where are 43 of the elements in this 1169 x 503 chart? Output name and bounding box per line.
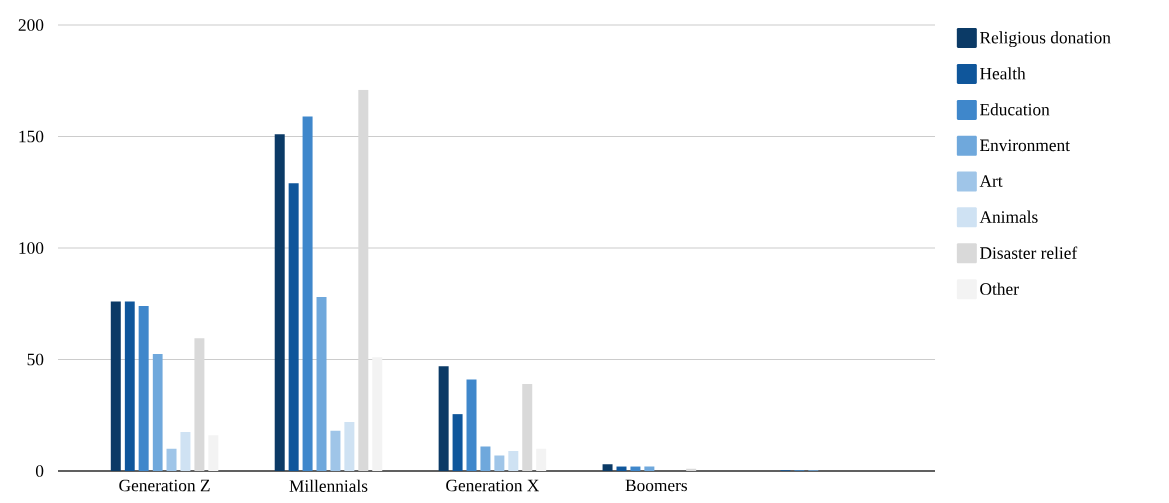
bar <box>536 448 547 471</box>
y-tick-label: 100 <box>19 242 44 254</box>
legend-label: Animals <box>979 210 1038 223</box>
bar <box>358 89 369 471</box>
legend-label: Education <box>980 103 1050 116</box>
bar <box>208 435 219 471</box>
y-tick-label: 0 <box>35 465 44 477</box>
bar <box>452 414 463 471</box>
bar <box>480 446 491 471</box>
bar <box>494 455 505 471</box>
y-tick-label: 150 <box>19 130 44 143</box>
bar <box>508 450 519 471</box>
bar <box>124 301 135 471</box>
legend-label: Environment <box>980 139 1070 152</box>
legend-label: Other <box>980 282 1019 295</box>
bar <box>316 297 327 471</box>
bar <box>344 421 355 471</box>
legend-label: Art <box>979 175 1003 187</box>
bar <box>194 338 205 471</box>
legend-label: Disaster relief <box>980 246 1078 259</box>
bar <box>138 305 149 471</box>
y-tick-label: 200 <box>18 19 44 31</box>
bar <box>438 366 449 471</box>
bar <box>110 301 121 471</box>
legend-label: Health <box>980 67 1026 80</box>
bar <box>302 116 313 471</box>
bar <box>372 357 383 471</box>
y-tick-label: 50 <box>27 353 44 366</box>
bar <box>330 430 341 471</box>
x-tick-label: Boomers <box>625 479 688 492</box>
bar <box>602 464 613 471</box>
bar <box>466 379 477 471</box>
x-tick-label: Millennials <box>289 479 368 492</box>
bar <box>686 468 697 471</box>
bar <box>152 353 163 471</box>
x-tick-label: Generation X <box>446 479 540 492</box>
bar <box>522 384 533 471</box>
bar <box>166 448 177 471</box>
bar <box>288 183 299 471</box>
x-tick-label: Generation Z <box>119 479 210 492</box>
legend-label: Religious donation <box>980 31 1111 48</box>
bar <box>180 431 191 471</box>
bar <box>274 134 285 471</box>
